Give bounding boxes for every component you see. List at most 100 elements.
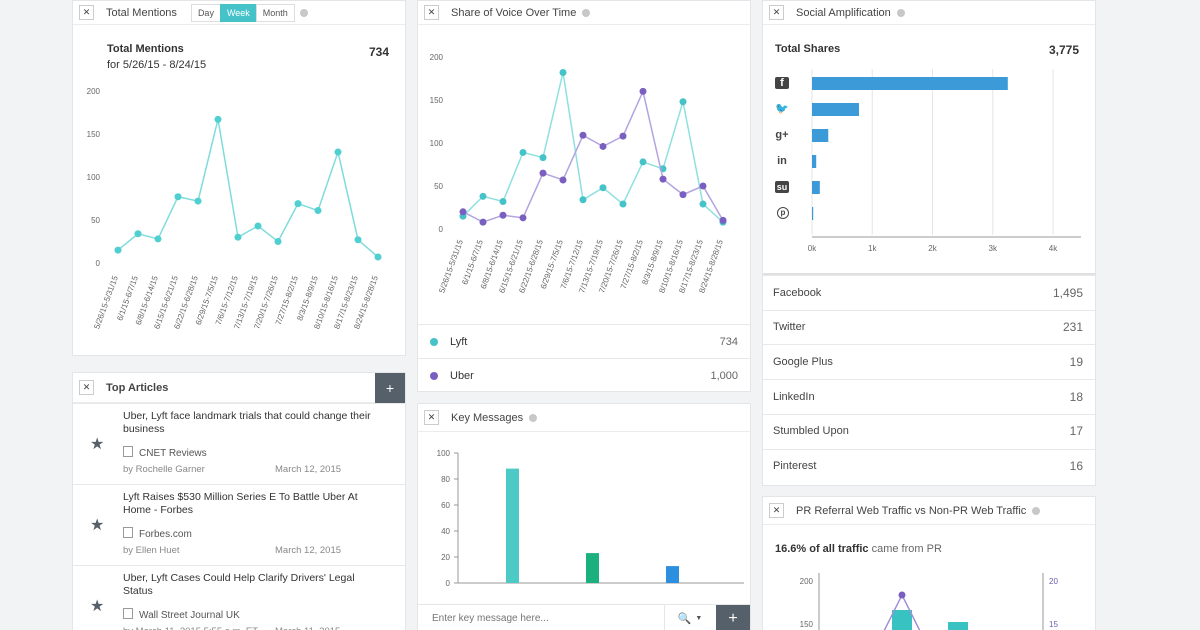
y-tick-label: 40	[441, 527, 450, 536]
data-point-uber	[719, 216, 727, 224]
social-share-row: Twitter 231	[763, 309, 1095, 344]
x-tick-label: 0k	[808, 244, 817, 253]
data-point	[154, 235, 162, 243]
share-of-voice-chart: 0501001502005/26/15-5/31/156/1/15-6/7/15…	[430, 53, 727, 294]
close-icon[interactable]: ✕	[424, 5, 439, 20]
info-icon[interactable]	[582, 8, 591, 17]
article-source: CNET Reviews	[123, 446, 207, 459]
period-day-button[interactable]: Day	[190, 3, 221, 22]
data-point	[294, 200, 302, 208]
article-item[interactable]: ★ Uber, Lyft face landmark trials that c…	[73, 403, 405, 484]
bar-facebook	[812, 77, 1008, 90]
panel-title: Top Articles	[106, 381, 169, 394]
key-message-input[interactable]	[418, 605, 662, 630]
period-week-button[interactable]: Week	[219, 3, 257, 22]
add-key-message-button[interactable]: +	[716, 605, 750, 630]
close-icon[interactable]: ✕	[79, 380, 94, 395]
pr-referral-chart: 200 150 20 15	[800, 573, 1058, 630]
star-icon[interactable]: ★	[90, 517, 105, 534]
network-name: Pinterest	[773, 460, 817, 472]
y-tick-label-left: 150	[800, 620, 814, 629]
legend-item-lyft[interactable]: Lyft 734	[418, 324, 750, 358]
data-point-uber	[579, 131, 587, 139]
share-count: 17	[1069, 424, 1083, 439]
data-point-uber	[599, 142, 607, 150]
add-article-button[interactable]: +	[375, 373, 405, 403]
y-tick-label: 0	[439, 225, 444, 234]
y-tick-label: 150	[87, 130, 101, 139]
series-line	[117, 119, 379, 258]
bar-message-3	[666, 566, 679, 583]
x-tick-label: 2k	[928, 244, 937, 253]
y-tick-label: 0	[446, 579, 451, 588]
article-item[interactable]: ★ Lyft Raises $530 Million Series E To B…	[73, 484, 405, 565]
data-point	[234, 233, 242, 241]
social-share-row: Pinterest 16	[763, 448, 1095, 483]
search-type-dropdown[interactable]: 🔍 ▼	[664, 605, 715, 630]
legend-value: 734	[719, 335, 738, 348]
data-point-uber	[619, 132, 627, 140]
y-tick-label: 100	[87, 173, 101, 182]
data-point	[174, 193, 182, 201]
total-mentions-count: 734	[368, 45, 389, 59]
x-tick-label: 5/26/15-5/31/15	[437, 238, 465, 294]
social-share-row: Google Plus 19	[763, 344, 1095, 378]
y-tick-label: 150	[430, 96, 444, 105]
pr-traffic-summary: 16.6% of all traffic came from PR	[775, 543, 942, 555]
facebook-icon: f	[775, 77, 789, 89]
data-point-uber	[539, 169, 547, 177]
legend-item-uber[interactable]: Uber 1,000	[418, 358, 750, 391]
info-icon[interactable]	[299, 8, 308, 17]
data-point	[134, 230, 142, 238]
article-item[interactable]: ★ Uber, Lyft Cases Could Help Clarify Dr…	[73, 565, 405, 630]
article-date: March 12, 2015	[275, 464, 342, 475]
legend-value: 1,000	[710, 369, 738, 382]
close-icon[interactable]: ✕	[769, 503, 784, 518]
data-point	[314, 207, 322, 215]
article-title[interactable]: Uber, Lyft Cases Could Help Clarify Driv…	[123, 572, 355, 597]
social-share-row: Stumbled Upon 17	[763, 413, 1095, 448]
article-date: March 11, 2015	[275, 626, 340, 630]
bar-twitter	[812, 103, 859, 116]
bar-non-pr	[948, 622, 968, 630]
panel-title: PR Referral Web Traffic vs Non-PR Web Tr…	[796, 504, 1027, 517]
linkedin-icon: in	[777, 155, 787, 167]
y-tick-label-right: 15	[1049, 620, 1058, 629]
google-plus-icon: g+	[775, 129, 789, 141]
top-articles-header: ✕ Top Articles +	[73, 373, 405, 403]
total-shares-label: Total Shares	[775, 43, 841, 55]
period-month-button[interactable]: Month	[255, 3, 295, 22]
y-tick-label: 50	[434, 182, 443, 191]
panel-title: Key Messages	[451, 411, 524, 424]
y-tick-label-right: 20	[1049, 577, 1058, 586]
y-tick-label: 200	[430, 53, 444, 62]
bar-google-plus	[812, 129, 829, 142]
data-point-lyft	[539, 154, 547, 162]
article-title[interactable]: Lyft Raises $530 Million Series E To Bat…	[123, 491, 358, 516]
panel-title: Social Amplification	[796, 6, 891, 19]
article-author: by Rochelle Garner	[123, 464, 205, 475]
star-icon[interactable]: ★	[90, 436, 105, 453]
network-name: LinkedIn	[773, 390, 815, 403]
y-tick-label: 20	[441, 553, 450, 562]
close-icon[interactable]: ✕	[79, 5, 94, 20]
key-message-input-row: 🔍▼ +	[418, 604, 750, 630]
article-title[interactable]: Uber, Lyft face landmark trials that cou…	[123, 410, 371, 435]
y-tick-label: 0	[96, 259, 101, 268]
y-tick-label: 200	[87, 87, 101, 96]
close-icon[interactable]: ✕	[424, 410, 439, 425]
close-icon[interactable]: ✕	[769, 5, 784, 20]
x-tick-label: 1k	[868, 244, 877, 253]
data-point-uber	[499, 211, 507, 219]
total-mentions-panel: ✕ Total Mentions Day Week Month Total Me…	[72, 0, 406, 356]
info-icon[interactable]	[529, 413, 538, 422]
star-icon[interactable]: ★	[90, 598, 105, 615]
info-icon[interactable]	[1032, 506, 1041, 515]
bar-pinterest	[812, 207, 814, 220]
info-icon[interactable]	[896, 8, 905, 17]
document-icon	[123, 446, 133, 457]
y-tick-label: 80	[441, 475, 450, 484]
article-source-name: Forbes.com	[139, 529, 192, 540]
data-point-lyft	[599, 184, 607, 192]
data-point-uber	[479, 218, 487, 226]
